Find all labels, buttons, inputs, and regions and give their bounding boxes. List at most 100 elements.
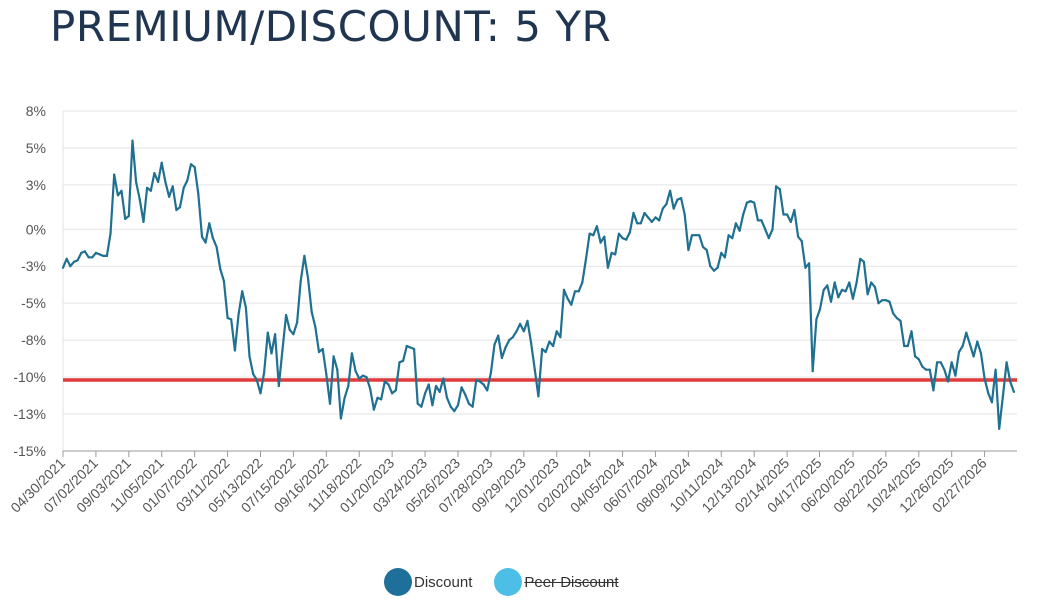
- data-point: [391, 392, 394, 395]
- data-point: [471, 405, 474, 408]
- data-point: [135, 180, 138, 184]
- legend-label: Discount: [414, 573, 473, 591]
- legend-item-discount[interactable]: Discount: [384, 568, 472, 596]
- data-point: [990, 401, 994, 404]
- data-point: [354, 370, 357, 373]
- data-point: [215, 245, 218, 249]
- data-point: [775, 185, 778, 188]
- data-point: [270, 352, 273, 355]
- data-point: [826, 284, 829, 287]
- data-point: [782, 213, 785, 216]
- data-point: [511, 336, 514, 339]
- data-point: [164, 180, 167, 184]
- data-point: [866, 293, 869, 296]
- data-point: [277, 384, 280, 388]
- data-point: [413, 347, 416, 351]
- data-point: [500, 356, 503, 359]
- data-point: [690, 234, 694, 237]
- data-point: [464, 393, 467, 396]
- data-point: [541, 347, 544, 351]
- data-point: [65, 257, 68, 260]
- data-point: [226, 316, 229, 320]
- data-point: [61, 266, 65, 269]
- data-point: [888, 300, 891, 303]
- data-point: [233, 349, 236, 352]
- data-point: [895, 316, 898, 320]
- data-point: [434, 384, 438, 388]
- data-point: [120, 189, 123, 192]
- series-group: [61, 139, 1016, 430]
- data-point: [906, 344, 909, 348]
- data-point: [310, 310, 313, 314]
- data-point: [808, 262, 811, 265]
- data-point: [672, 207, 675, 210]
- data-point: [478, 380, 481, 383]
- data-point: [676, 198, 679, 201]
- data-point: [105, 254, 108, 257]
- data-point: [976, 340, 979, 343]
- data-point: [577, 290, 580, 293]
- y-tick-label: -5%: [21, 295, 46, 311]
- data-point: [109, 232, 112, 235]
- data-point: [570, 303, 573, 306]
- data-point: [402, 359, 405, 362]
- data-point: [76, 259, 79, 262]
- data-point: [200, 235, 204, 238]
- data-point: [296, 321, 299, 324]
- data-point: [928, 368, 931, 371]
- data-point: [603, 235, 606, 238]
- data-point: [687, 248, 690, 252]
- data-point: [237, 313, 240, 317]
- data-point: [358, 377, 361, 380]
- data-point: [208, 222, 211, 225]
- data-point: [573, 290, 577, 293]
- data-point: [555, 330, 558, 333]
- data-point: [146, 186, 149, 189]
- data-point: [409, 346, 412, 349]
- data-point: [979, 352, 983, 355]
- data-point: [760, 219, 763, 222]
- data-point: [588, 232, 591, 235]
- data-point: [903, 344, 906, 348]
- data-point: [647, 216, 650, 219]
- data-point: [299, 279, 302, 283]
- data-point: [72, 260, 76, 263]
- data-point: [204, 241, 207, 244]
- data-point: [720, 251, 723, 254]
- data-point: [508, 339, 511, 342]
- data-point: [957, 350, 961, 354]
- data-point: [716, 266, 719, 269]
- data-point: [987, 392, 990, 395]
- data-point: [467, 402, 470, 405]
- data-point: [124, 217, 127, 220]
- data-point: [705, 248, 708, 252]
- data-point: [288, 328, 291, 331]
- data-point: [844, 290, 847, 293]
- data-point: [252, 373, 255, 376]
- data-point: [870, 281, 873, 284]
- data-point: [946, 380, 950, 383]
- data-point: [636, 222, 639, 225]
- data-point: [526, 319, 529, 322]
- data-point: [943, 368, 946, 371]
- data-point: [665, 203, 668, 206]
- data-point: [851, 297, 855, 300]
- data-point: [884, 299, 888, 302]
- data-point: [325, 373, 328, 376]
- data-point: [230, 318, 233, 321]
- data-point: [639, 222, 642, 225]
- data-point: [910, 330, 913, 333]
- data-point: [650, 220, 653, 223]
- data-point: [745, 201, 749, 204]
- data-point: [625, 238, 628, 241]
- data-point: [837, 296, 840, 299]
- legend-item-peer-discount[interactable]: Peer Discount: [494, 568, 619, 596]
- data-point: [241, 290, 244, 293]
- data-point: [497, 334, 500, 337]
- data-point: [255, 378, 258, 382]
- data-point: [961, 344, 964, 348]
- data-point: [559, 336, 562, 339]
- data-point: [731, 237, 734, 240]
- data-point: [248, 355, 251, 358]
